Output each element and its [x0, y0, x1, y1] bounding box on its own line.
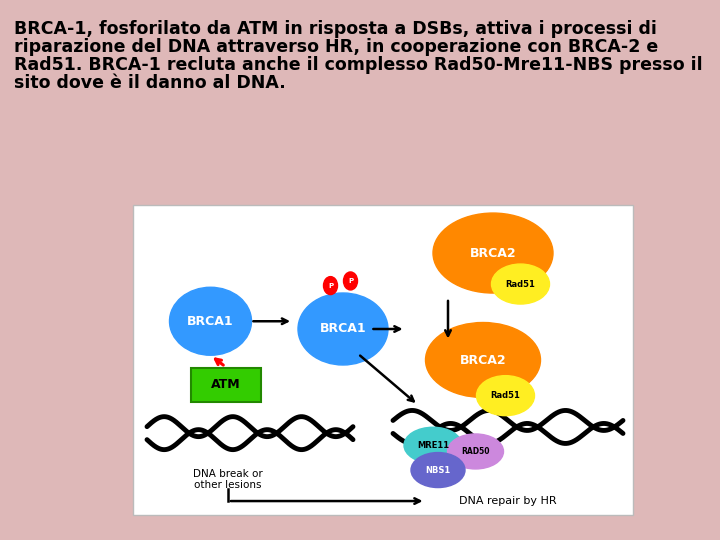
Text: P: P [348, 278, 353, 284]
Text: P: P [328, 282, 333, 288]
Text: DNA break or
other lesions: DNA break or other lesions [193, 469, 263, 490]
Text: BRCA2: BRCA2 [469, 247, 516, 260]
Text: BRCA1: BRCA1 [187, 315, 234, 328]
Text: BRCA1: BRCA1 [320, 322, 366, 335]
Text: ATM: ATM [211, 379, 240, 392]
Ellipse shape [343, 272, 358, 290]
Text: sito dove è il danno al DNA.: sito dove è il danno al DNA. [14, 74, 286, 92]
Text: DNA repair by HR: DNA repair by HR [459, 496, 557, 506]
Text: riparazione del DNA attraverso HR, in cooperazione con BRCA-2 e: riparazione del DNA attraverso HR, in co… [14, 38, 658, 56]
FancyBboxPatch shape [191, 368, 261, 402]
Ellipse shape [323, 276, 338, 295]
Ellipse shape [477, 376, 534, 416]
Text: BRCA2: BRCA2 [459, 354, 506, 367]
Text: Rad51: Rad51 [490, 391, 521, 400]
Text: RAD50: RAD50 [462, 447, 490, 456]
Ellipse shape [298, 293, 388, 365]
Ellipse shape [404, 427, 462, 463]
Ellipse shape [433, 213, 553, 293]
Ellipse shape [448, 434, 503, 469]
Ellipse shape [411, 453, 465, 488]
Bar [133, 205, 633, 515]
Text: BRCA-1, fosforilato da ATM in risposta a DSBs, attiva i processi di: BRCA-1, fosforilato da ATM in risposta a… [14, 20, 657, 38]
Ellipse shape [426, 322, 541, 397]
Text: MRE11: MRE11 [417, 441, 449, 450]
Text: NBS1: NBS1 [426, 465, 451, 475]
Ellipse shape [169, 287, 251, 355]
Ellipse shape [492, 264, 549, 304]
Text: Rad51: Rad51 [505, 280, 536, 288]
Text: Rad51. BRCA-1 recluta anche il complesso Rad50-Mre11-NBS presso il: Rad51. BRCA-1 recluta anche il complesso… [14, 56, 703, 74]
